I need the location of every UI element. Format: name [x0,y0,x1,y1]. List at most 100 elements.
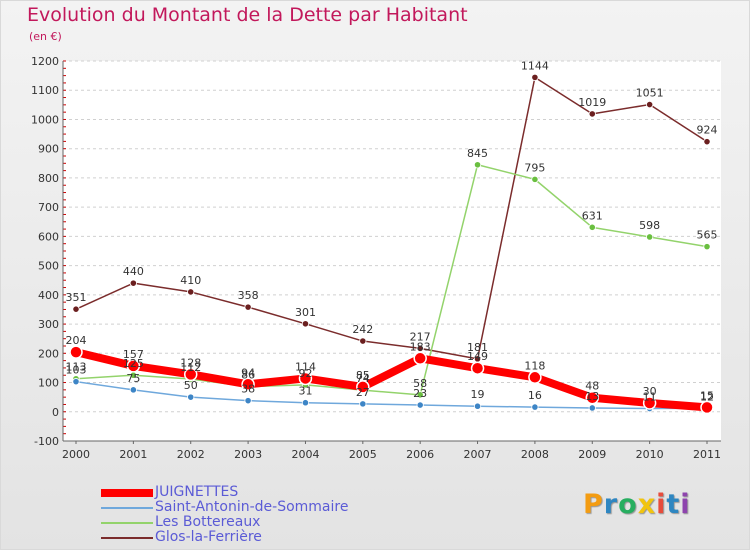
data-point [473,161,482,169]
legend-label: JUIGNETTES [155,484,239,500]
x-tick-label: 2003 [234,448,262,461]
data-point [298,371,313,386]
x-tick-label: 2004 [291,448,319,461]
logo-letter: P [583,489,604,520]
data-label: 217 [410,330,431,343]
legend-item: Saint-Antonin-de-Sommaire [101,500,348,515]
logo-letter: i [680,489,691,520]
data-point [588,223,596,231]
x-tick-label: 2010 [636,448,664,461]
data-point [359,400,367,408]
data-label: 113 [66,361,87,374]
data-label: 86 [241,369,255,382]
data-label: 795 [524,161,545,174]
data-label: 31 [298,385,312,398]
y-tick-label: 800 [38,172,59,185]
y-tick-label: 1000 [31,113,59,126]
y-tick-label: 300 [38,318,59,331]
data-label: 50 [184,379,198,392]
data-label: 11 [643,391,657,404]
x-tick-label: 2011 [693,448,721,461]
x-tick-label: 2005 [349,448,377,461]
data-label: 118 [524,359,545,372]
legend-item: Les Bottereaux [101,515,348,530]
logo-letter: o [618,489,638,520]
data-label: 845 [467,147,488,160]
data-label: 440 [123,265,144,278]
x-tick-label: 2008 [521,448,549,461]
data-point [241,377,255,392]
y-tick-label: -100 [34,435,59,448]
data-label: 128 [180,356,201,369]
data-point [416,391,424,399]
data-label: 1019 [578,96,606,109]
data-point [72,378,80,386]
legend-item: JUIGNETTES [101,485,348,500]
logo-letter: x [637,489,657,520]
data-point [470,361,485,375]
legend-swatch [101,536,153,539]
data-label: 27 [356,386,370,399]
data-point [700,400,714,415]
data-point [72,305,80,313]
data-point [183,367,198,382]
data-point [359,337,367,345]
data-label: 351 [66,291,87,304]
series-saint-antonin-de-sommaire [72,378,711,413]
x-tick-label: 2001 [119,448,147,461]
series-glos-la-ferri-re [72,73,711,363]
proxiti-logo: Proxiti [583,489,691,520]
data-label: 19 [471,388,485,401]
data-label: 92 [298,367,312,380]
data-point [588,110,596,118]
data-point [531,403,539,411]
legend-label: Les Bottereaux [155,514,261,530]
series-line [72,348,711,412]
data-point [126,359,141,373]
data-label: 598 [639,219,660,232]
legend-label: Glos-la-Ferrière [155,529,262,545]
data-label: 12 [700,390,714,403]
data-label: 30 [643,385,657,398]
chart-subtitle: (en €) [29,30,62,43]
data-point [473,402,482,410]
series-juignettes [69,345,714,415]
legend-swatch [101,488,153,497]
data-label: 23 [413,387,427,400]
x-tick-label: 2009 [578,448,606,461]
x-tick-label: 2002 [177,448,205,461]
data-point [416,401,424,409]
logo-letter: i [656,489,667,520]
data-label: 301 [295,306,316,319]
y-tick-label: 200 [38,347,59,360]
data-point [531,73,539,81]
data-label: 112 [180,361,201,374]
data-point [187,288,195,296]
data-point [703,138,711,146]
data-point [703,243,711,251]
data-label: 38 [241,383,255,396]
data-point [528,370,542,385]
x-tick-label: 2000 [62,448,90,461]
y-tick-label: 500 [38,260,59,273]
data-point [642,396,657,410]
logo-letter: r [603,489,619,520]
data-label: 157 [123,348,144,361]
series-line [75,76,708,360]
data-label: 114 [295,360,316,373]
y-tick-label: 100 [38,377,59,390]
data-label: 204 [66,334,87,347]
data-label: 242 [352,323,373,336]
data-point [356,380,370,394]
data-label: 48 [585,380,599,393]
data-label: 75 [126,372,140,385]
y-tick-label: 0 [52,406,59,419]
data-label: 85 [356,369,370,382]
chart-legend: JUIGNETTES Saint-Antonin-de-Sommaire Les B… [101,485,348,545]
data-label: 1051 [636,87,664,100]
data-point [301,320,310,328]
data-label: 16 [528,389,542,402]
data-label: 181 [467,341,488,354]
data-label: 1144 [521,59,549,72]
data-point [413,351,427,366]
